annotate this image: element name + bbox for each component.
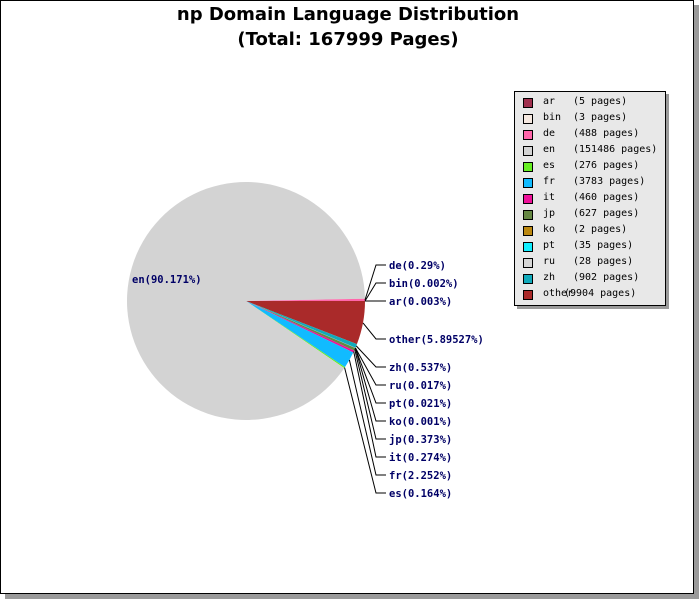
legend-pages: (902 pages) bbox=[573, 272, 640, 283]
slice-label-es: es(0.164%) bbox=[389, 488, 452, 500]
pie-slice-en bbox=[127, 182, 365, 421]
pie-slice-pt bbox=[246, 301, 356, 349]
pie-slice-it bbox=[246, 301, 355, 353]
slice-label-jp: jp(0.373%) bbox=[389, 434, 452, 446]
legend-swatch bbox=[523, 162, 533, 172]
legend-code: other bbox=[543, 288, 574, 299]
slice-label-ar: ar(0.003%) bbox=[389, 296, 452, 308]
slice-label-bin: bin(0.002%) bbox=[389, 278, 459, 290]
slice-label-en: en(90.171%) bbox=[132, 274, 202, 286]
slice-label-zh: zh(0.537%) bbox=[389, 362, 452, 374]
leader-line-de bbox=[364, 264, 386, 301]
legend-swatch bbox=[523, 226, 533, 236]
pie-slice-fr bbox=[246, 301, 354, 368]
legend-pages: (9904 pages) bbox=[564, 288, 637, 299]
pie-slice-jp bbox=[246, 301, 356, 351]
chart-title: np Domain Language Distribution bbox=[176, 4, 520, 25]
pie-slice-zh bbox=[246, 301, 357, 348]
leader-line-it bbox=[353, 351, 386, 458]
leader-line-ko bbox=[354, 347, 386, 422]
legend-swatch bbox=[523, 274, 533, 284]
legend-pages: (151486 pages) bbox=[573, 144, 658, 155]
legend-swatch bbox=[523, 242, 533, 252]
legend-code: ko bbox=[543, 224, 556, 235]
legend-swatch bbox=[523, 114, 533, 124]
legend-pages: (488 pages) bbox=[573, 128, 640, 139]
legend-code: es bbox=[543, 160, 556, 171]
legend-code: it bbox=[543, 192, 556, 203]
legend-code: zh bbox=[543, 272, 556, 283]
legend-pages: (460 pages) bbox=[573, 192, 640, 203]
leader-line-jp bbox=[354, 349, 386, 440]
legend-swatch bbox=[523, 146, 533, 156]
legend-code: ru bbox=[543, 256, 556, 267]
legend-swatch bbox=[523, 290, 533, 300]
legend-swatch bbox=[523, 194, 533, 204]
legend-swatch bbox=[523, 98, 533, 108]
pie-slice-es bbox=[246, 301, 345, 369]
legend-pages: (28 pages) bbox=[573, 256, 634, 267]
leader-line-es bbox=[344, 367, 386, 494]
slice-label-ko: ko(0.001%) bbox=[389, 416, 452, 428]
chart-subtitle: (Total: 167999 Pages) bbox=[237, 29, 459, 50]
legend-swatch bbox=[523, 258, 533, 268]
pie-slice-ru bbox=[246, 301, 356, 348]
legend-swatch bbox=[523, 210, 533, 220]
leader-line-fr bbox=[348, 359, 386, 476]
legend-code: fr bbox=[543, 176, 556, 187]
legend-pages: (276 pages) bbox=[573, 160, 640, 171]
legend-pages: (627 pages) bbox=[573, 208, 640, 219]
leader-line-ru bbox=[354, 347, 386, 386]
legend-code: en bbox=[543, 144, 556, 155]
legend-code: ar bbox=[543, 96, 556, 107]
legend-pages: (2 pages) bbox=[573, 224, 628, 235]
legend-code: bin bbox=[543, 112, 562, 123]
slice-label-it: it(0.274%) bbox=[389, 452, 452, 464]
slice-label-other: other(5.89527%) bbox=[389, 334, 484, 346]
slice-label-de: de(0.29%) bbox=[389, 260, 446, 272]
pie-slice-other bbox=[246, 301, 365, 345]
legend-code: jp bbox=[543, 208, 556, 219]
legend-code: pt bbox=[543, 240, 556, 251]
legend-swatch bbox=[523, 130, 533, 140]
leader-line-pt bbox=[354, 347, 386, 404]
legend-pages: (5 pages) bbox=[573, 96, 628, 107]
legend-pages: (3783 pages) bbox=[573, 176, 646, 187]
legend-pages: (3 pages) bbox=[573, 112, 628, 123]
leader-line-other bbox=[362, 322, 386, 340]
legend-swatch bbox=[523, 178, 533, 188]
slice-label-pt: pt(0.021%) bbox=[389, 398, 452, 410]
legend-code: de bbox=[543, 128, 556, 139]
leader-line-zh bbox=[355, 345, 386, 368]
slice-label-fr: fr(2.252%) bbox=[389, 470, 452, 482]
pie-slice-de bbox=[246, 298, 365, 301]
slice-label-ru: ru(0.017%) bbox=[389, 380, 452, 392]
legend-pages: (35 pages) bbox=[573, 240, 634, 251]
leader-line-bin bbox=[364, 282, 386, 302]
legend: ar (5 pages) bin (3 pages) de (488 pages) en (1… bbox=[514, 91, 666, 306]
